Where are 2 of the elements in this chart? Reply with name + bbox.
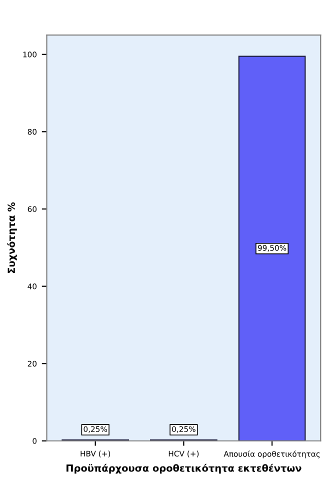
x-axis-title: Προϋπάρχουσα οροθετικότητα εκτεθέντων: [66, 464, 302, 474]
y-axis-title: Συχνότητα %: [7, 202, 17, 274]
